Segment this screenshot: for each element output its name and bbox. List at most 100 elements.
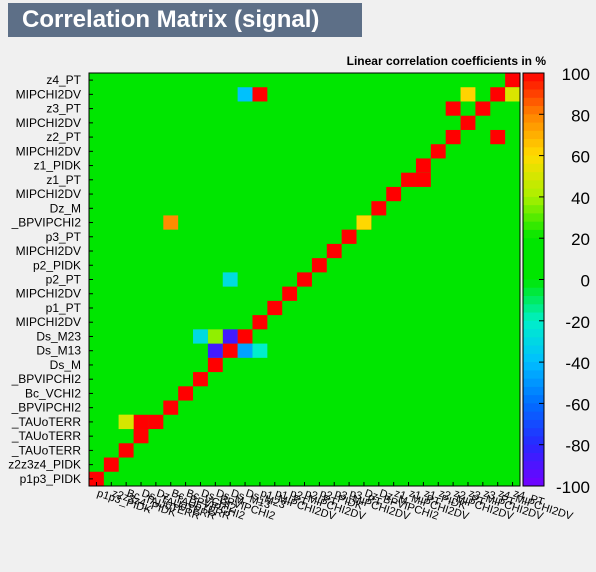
y-tick-label: MIPCHI2DV <box>16 144 81 158</box>
colorbar-segment <box>523 428 544 437</box>
colorbar-segment <box>523 196 544 206</box>
colorbar-segment <box>523 477 544 487</box>
heatmap-cell <box>282 286 298 301</box>
colorbar-tick-label: 60 <box>571 148 590 167</box>
colorbar-segment <box>523 139 544 148</box>
heatmap-cell <box>103 457 119 472</box>
heatmap-cell <box>118 414 134 430</box>
heatmap-cell <box>490 87 506 102</box>
heatmap-cell <box>237 343 253 358</box>
heatmap-cell <box>445 101 461 116</box>
colorbar-segment <box>523 205 544 214</box>
colorbar-segment <box>523 469 544 479</box>
colorbar-segment <box>523 262 544 272</box>
colorbar-segment <box>523 304 544 314</box>
colorbar-segment <box>523 370 544 380</box>
colorbar-segment <box>523 386 544 396</box>
heatmap-cell <box>356 215 372 230</box>
colorbar-segment <box>523 403 544 413</box>
heatmap-cell <box>207 357 223 373</box>
heatmap-cell <box>89 471 104 486</box>
heatmap-cell <box>430 144 446 159</box>
colorbar-segment <box>523 452 544 462</box>
heatmap-cell <box>118 443 134 458</box>
y-tick-label: _BPVIPCHI2 <box>11 216 82 230</box>
heatmap-cell <box>401 172 416 187</box>
y-tick-label: z3_PT <box>46 102 81 116</box>
colorbar-segment <box>523 296 544 305</box>
y-tick-label: p2_PT <box>46 273 82 287</box>
heatmap-cell <box>193 329 208 344</box>
heatmap-cell <box>445 129 461 145</box>
heatmap-cell <box>267 300 283 316</box>
colorbar-segment <box>523 163 544 173</box>
chart-title: Correlation Matrix (signal) <box>8 3 362 37</box>
y-tick-label: p1p3_PIDK <box>20 472 81 486</box>
heatmap-cell <box>311 258 327 273</box>
heatmap-cell <box>460 115 476 130</box>
y-tick-label: MIPCHI2DV <box>16 87 81 101</box>
colorbar-segment <box>523 147 544 157</box>
colorbar-segment <box>523 378 544 388</box>
colorbar-segment <box>523 238 544 247</box>
heatmap-cell <box>237 329 253 344</box>
colorbar-tick-label: -80 <box>565 437 590 456</box>
colorbar-segment <box>523 73 544 82</box>
colorbar-segment <box>523 444 544 454</box>
colorbar-segment <box>523 320 544 330</box>
y-tick-label: _BPVIPCHI2 <box>11 372 82 386</box>
heatmap-cell <box>207 329 223 344</box>
heatmap-cell <box>178 386 194 401</box>
y-tick-label: z2z3z4_PIDK <box>8 458 81 472</box>
heatmap-cell <box>460 87 476 102</box>
colorbar-segment <box>523 461 544 470</box>
colorbar-segment <box>523 337 544 347</box>
colorbar-segment <box>523 287 544 297</box>
colorbar-tick-label: -60 <box>565 395 590 414</box>
colorbar-segment <box>523 329 544 338</box>
colorbar-segment <box>523 172 544 181</box>
y-tick-label: _TAUoTERR <box>11 429 81 443</box>
heatmap-cell <box>505 87 520 102</box>
colorbar-tick-label: -20 <box>565 313 590 332</box>
heatmap-cell <box>415 172 431 187</box>
y-tick-label: p2_PIDK <box>33 258 81 272</box>
colorbar-segment <box>523 395 544 404</box>
y-tick-label: z2_PT <box>46 130 81 144</box>
colorbar-tick-label: 80 <box>571 106 590 125</box>
y-tick-label: MIPCHI2DV <box>16 116 81 130</box>
y-tick-label: MIPCHI2DV <box>16 187 81 201</box>
y-tick-label: z4_PT <box>46 73 81 87</box>
heatmap-cell <box>133 414 149 430</box>
colorbar-segment <box>523 106 544 115</box>
heatmap-cell <box>133 429 149 444</box>
heatmap-cell <box>252 343 268 358</box>
heatmap-cell <box>237 87 253 102</box>
colorbar-segment <box>523 271 544 280</box>
y-tick-label: z1_PIDK <box>34 159 81 173</box>
y-tick-label: _TAUoTERR <box>11 443 81 457</box>
heatmap-cell <box>193 372 208 387</box>
y-tick-label: _TAUoTERR <box>11 415 81 429</box>
y-tick-label: Ds_M13 <box>36 344 81 358</box>
y-tick-label: MIPCHI2DV <box>16 244 81 258</box>
colorbar-segment <box>523 155 544 165</box>
heatmap-cell <box>475 101 491 116</box>
colorbar-segment <box>523 229 544 239</box>
heatmap-cell <box>222 329 238 344</box>
colorbar-segment <box>523 122 544 132</box>
colorbar-tick-label: -100 <box>556 478 590 497</box>
heatmap-cell <box>297 272 312 287</box>
colorbar-segment <box>523 97 544 107</box>
colorbar-tick-label: 0 <box>581 272 590 291</box>
y-tick-label: p3_PT <box>46 230 82 244</box>
heatmap-cell <box>326 243 342 259</box>
colorbar-tick-label: 100 <box>562 65 590 84</box>
colorbar-segment <box>523 180 544 190</box>
heatmap-cell <box>252 315 268 330</box>
heatmap-cell <box>222 272 238 287</box>
colorbar-segment <box>523 114 544 124</box>
y-tick-label: Bc_VCHI2 <box>25 386 81 400</box>
heatmap-cell <box>386 186 402 202</box>
